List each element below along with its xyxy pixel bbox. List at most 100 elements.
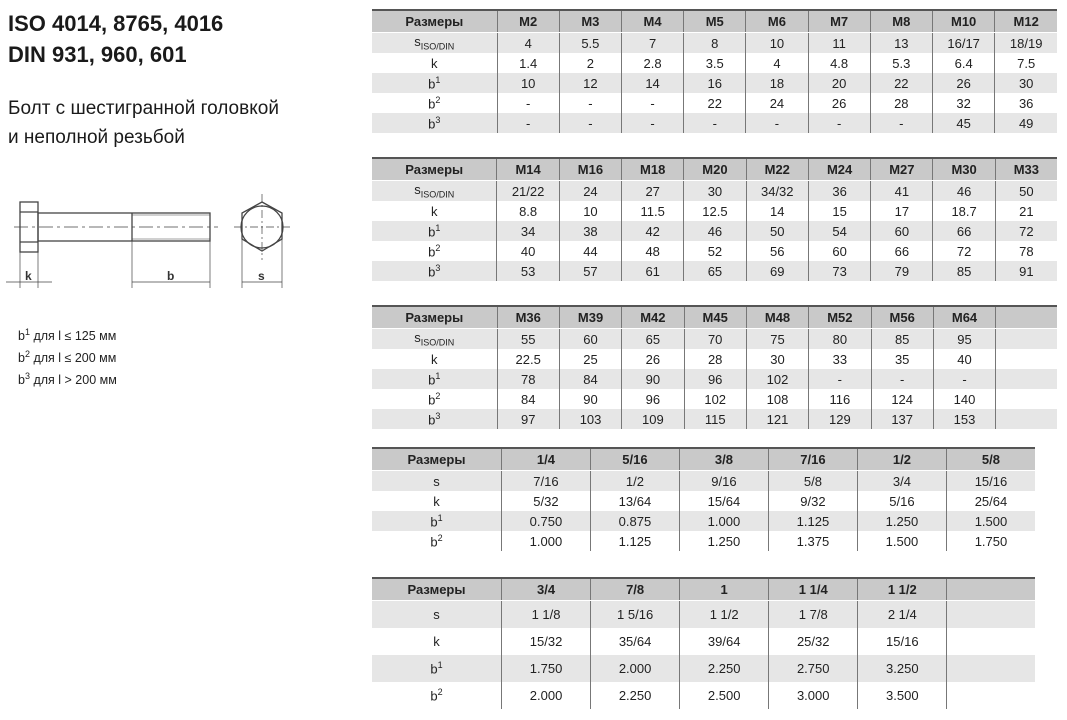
bolt-drawing: k b s xyxy=(6,194,290,288)
row-label-superscript: 2 xyxy=(437,532,443,543)
header-cell: M18 xyxy=(621,158,684,181)
header-cell: 1 1/2 xyxy=(857,578,947,601)
note-text: для l ≤ 200 мм xyxy=(29,351,117,366)
table-cell: 14 xyxy=(745,201,809,221)
table-cell: 0.875 xyxy=(589,511,680,531)
header-cell: Размеры xyxy=(372,10,498,33)
table-row: b2 84 90 96 102 108 116 124 140 xyxy=(372,389,1057,409)
table-cell: 4 xyxy=(745,53,809,73)
table-row: s 7/16 1/2 9/16 5/8 3/4 15/16 xyxy=(372,470,1035,491)
table-row: b3- - - - - - -45 49 xyxy=(372,113,1057,133)
table-cell: 115 xyxy=(683,409,747,429)
header-row: Размеры M36 M39 M42 M45 M48 M52 M56 M64 xyxy=(372,306,1057,329)
table-cell: 14 xyxy=(620,73,684,93)
table-cell: 3.500 xyxy=(857,682,947,709)
size-table-2: Размеры M14 M16 M18 M20 M22 M24 M27 M30 M33 sISO/D… xyxy=(372,157,1057,281)
header-cell: 1/2 xyxy=(856,448,947,471)
table-cell: - xyxy=(870,369,934,389)
table-cell: 1.000 xyxy=(678,511,769,531)
table-cell: 15/64 xyxy=(678,491,769,511)
note-line: b2 для l ≤ 200 мм xyxy=(18,345,117,367)
table-cell: 32 xyxy=(931,93,995,113)
table-cell: 5/32 xyxy=(500,491,591,511)
row-label-base: s xyxy=(414,182,421,198)
row-label: s xyxy=(372,470,502,491)
table-cell: 79 xyxy=(870,261,933,281)
header-cell: M22 xyxy=(745,158,809,181)
table-row: s 1 1/8 1 5/16 1 1/2 1 7/8 2 1/4 xyxy=(372,600,1035,628)
table-cell xyxy=(995,389,1057,409)
table-row: b1 1.750 2.000 2.250 2.750 3.250 xyxy=(372,655,1035,682)
row-label-superscript: 1 xyxy=(437,660,443,671)
table-cell: 70 xyxy=(683,328,747,349)
table-cell: 4.8 xyxy=(807,53,871,73)
table-cell: 60 xyxy=(870,221,933,241)
header-cell: 3/4 xyxy=(501,578,591,601)
table-row: sISO/DIN 21/22 24 27 30 34/32 36 41 46 50 xyxy=(372,180,1057,201)
header-cell: M14 xyxy=(496,158,560,181)
row-label: b2 xyxy=(372,241,497,261)
table-row: b2 1.000 1.125 1.250 1.375 1.500 1.750 xyxy=(372,531,1035,551)
table-cell: 45 xyxy=(931,113,995,133)
header-cell: M24 xyxy=(807,158,871,181)
title-line-1: ISO 4014, 8765, 4016 xyxy=(8,11,224,36)
row-label-text: k xyxy=(433,493,440,509)
table-cell: 1 7/8 xyxy=(768,600,858,628)
row-label-base: b xyxy=(430,688,438,704)
dim-k-label: k xyxy=(25,269,32,283)
row-label-base: b xyxy=(428,116,436,132)
table-cell: 36 xyxy=(994,93,1057,113)
table-cell: 30 xyxy=(745,349,809,369)
table-cell: - xyxy=(558,113,622,133)
table-row: k 22.5 25 26 28 30 33 35 40 xyxy=(372,349,1057,369)
size-table-4: Размеры 1/4 5/16 3/8 7/16 1/2 5/8 s 7/16 1/2 9/16 5… xyxy=(372,447,1035,551)
header-cell: M30 xyxy=(932,158,996,181)
table-cell: 53 xyxy=(496,261,560,281)
header-cell: 5/8 xyxy=(945,448,1035,471)
table-cell: 7.5 xyxy=(994,53,1057,73)
row-label-base: b xyxy=(430,514,438,530)
table-row: b1 10 12 14 16 18 20 22 26 30 xyxy=(372,73,1057,93)
table-cell: 26 xyxy=(621,349,685,369)
table-cell: 35/64 xyxy=(590,628,680,655)
table-cell: 30 xyxy=(683,180,747,201)
row-label-superscript: 1 xyxy=(435,74,441,85)
row-label: s xyxy=(372,600,502,628)
row-label: b2 xyxy=(372,389,497,409)
table-cell: 25/64 xyxy=(945,491,1035,511)
header-cell xyxy=(995,306,1057,329)
header-cell: 5/16 xyxy=(589,448,680,471)
table-row: b3 53 57 61 65 69 73 79 85 91 xyxy=(372,261,1057,281)
table-cell: 18 xyxy=(745,73,809,93)
table-cell: 50 xyxy=(745,221,809,241)
table-cell: 46 xyxy=(932,180,996,201)
table-cell: 85 xyxy=(932,261,996,281)
table-cell: 15/32 xyxy=(501,628,591,655)
header-cell xyxy=(946,578,1035,601)
table-cell: 13 xyxy=(869,32,933,53)
table-cell: 91 xyxy=(994,261,1057,281)
table-cell: 1.500 xyxy=(856,531,947,551)
table-cell: 5.5 xyxy=(558,32,622,53)
table-cell: 116 xyxy=(808,389,872,409)
table-row: b1 34 38 42 46 50 54 60 66 72 xyxy=(372,221,1057,241)
row-label-subscript: ISO/DIN xyxy=(420,41,455,52)
subtitle-line-2: и неполной резьбой xyxy=(8,127,185,148)
row-label-text: k xyxy=(431,351,438,367)
table-cell: - xyxy=(683,113,746,133)
row-label-subscript: ISO/DIN xyxy=(420,337,455,348)
table-cell: 41 xyxy=(870,180,933,201)
header-cell: M33 xyxy=(994,158,1057,181)
header-cell: M56 xyxy=(870,306,934,329)
note-text: для l ≤ 125 мм xyxy=(29,329,117,344)
table-cell: 96 xyxy=(683,369,747,389)
table-cell: 66 xyxy=(870,241,933,261)
table-cell: - xyxy=(496,93,560,113)
table-cell: 7/16 xyxy=(500,470,591,491)
table-cell: 137 xyxy=(870,409,934,429)
table-row: b2 40 44 48 52 56 60 66 72 78 xyxy=(372,241,1057,261)
table-cell: 26 xyxy=(931,73,995,93)
table-cell xyxy=(946,628,1035,655)
note-line: b1 для l ≤ 125 мм xyxy=(18,323,117,345)
table-cell: 49 xyxy=(994,113,1057,133)
